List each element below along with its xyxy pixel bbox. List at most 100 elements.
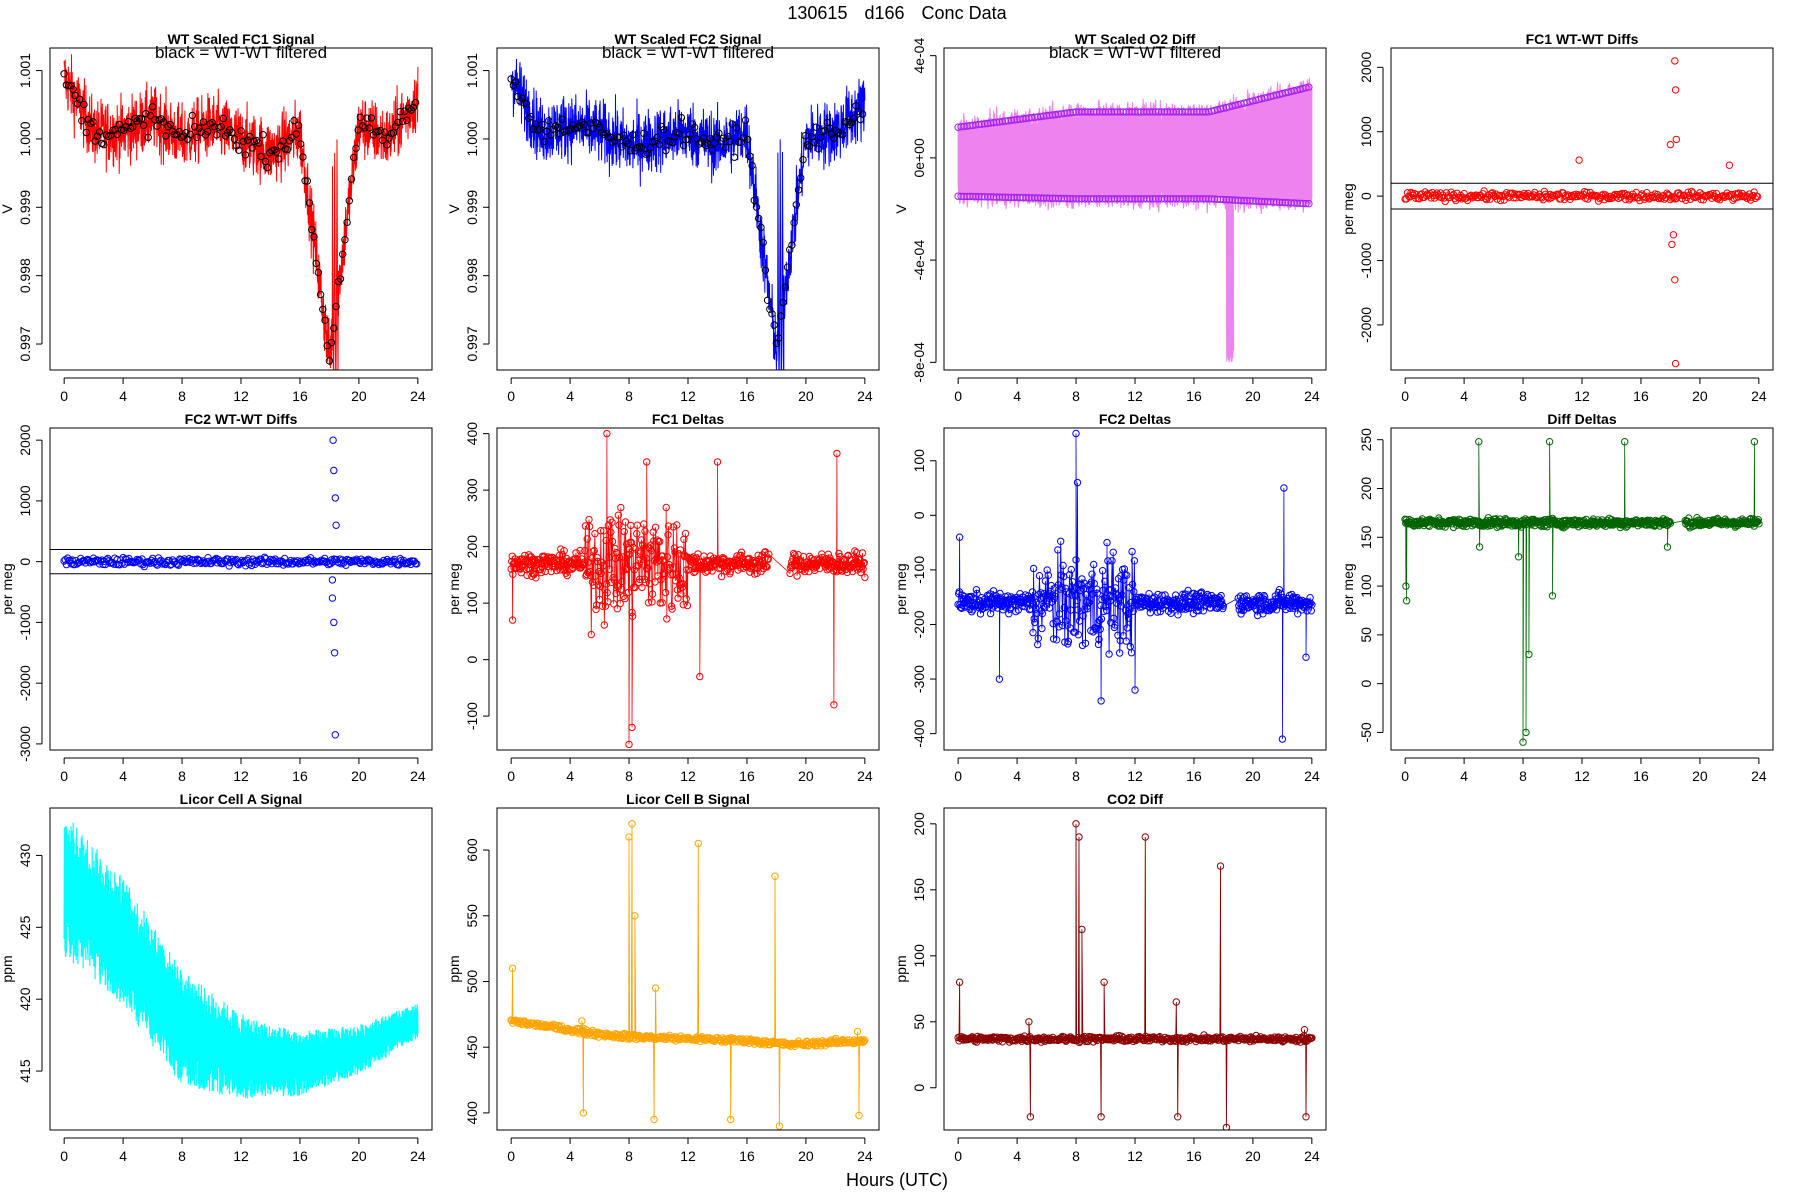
lower-markers-p3-point bbox=[1175, 195, 1183, 203]
series-markers-p7-point bbox=[1199, 607, 1208, 615]
upper-markers-p3-point bbox=[1166, 108, 1175, 116]
series-markers-p6-point bbox=[532, 574, 540, 582]
upper-markers-p3-point bbox=[1193, 108, 1201, 116]
series-markers-p10-point bbox=[579, 1109, 588, 1117]
filtered-markers-p1-point bbox=[398, 117, 407, 126]
series-markers-p6-point bbox=[615, 521, 623, 529]
x-tick-label: 20 bbox=[1245, 388, 1261, 404]
filtered-markers-p1-point bbox=[71, 91, 79, 100]
filtered-markers-p1-point bbox=[389, 129, 398, 137]
upper-markers-p3-point bbox=[1137, 108, 1145, 116]
series-markers-p6-point bbox=[621, 518, 630, 526]
series-markers-p6-point bbox=[524, 564, 532, 573]
lower-markers-p3-point bbox=[1199, 195, 1207, 203]
filtered-markers-p1-point bbox=[352, 144, 360, 153]
scatter-points-p5-point bbox=[331, 494, 339, 502]
y-tick-label: 2000 bbox=[1358, 52, 1374, 83]
series-markers-p10-point bbox=[860, 1037, 868, 1046]
scatter-points-p5-point bbox=[147, 556, 156, 565]
filtered-markers-p2-point bbox=[719, 134, 728, 143]
lower-markers-p3-point bbox=[1146, 195, 1154, 203]
series-markers-p7-point bbox=[1109, 548, 1117, 556]
x-tick-label: 20 bbox=[798, 388, 814, 404]
series-markers-p6-point bbox=[590, 546, 598, 555]
scatter-points-p4-point bbox=[1699, 196, 1708, 204]
series-markers-p6-point bbox=[765, 550, 773, 558]
filtered-markers-p2-point bbox=[522, 100, 531, 108]
series-markers-p7-point bbox=[1030, 615, 1038, 623]
upper-markers-p3-point bbox=[1149, 108, 1157, 116]
series-markers-p11-point bbox=[1097, 1113, 1105, 1121]
series-markers-p7-point bbox=[1056, 585, 1064, 593]
series-markers-p6-point bbox=[556, 566, 564, 574]
series-markers-p7-point bbox=[1101, 577, 1109, 585]
series-markers-p6-point bbox=[662, 503, 670, 512]
series-markers-p7-point bbox=[973, 589, 981, 598]
filtered-markers-p1-point bbox=[261, 157, 269, 166]
filtered-markers-p1-point bbox=[230, 135, 239, 143]
series-markers-p6-point bbox=[663, 553, 672, 561]
series-markers-p7-point bbox=[1106, 592, 1114, 601]
series-markers-p7-point bbox=[1306, 594, 1314, 602]
series-markers-p7-point bbox=[1068, 578, 1077, 586]
series-markers-p6-point bbox=[638, 541, 647, 549]
series-markers-p6-point bbox=[608, 518, 616, 526]
x-tick-label: 0 bbox=[954, 388, 962, 404]
lower-markers-p3-point bbox=[1084, 195, 1092, 203]
filtered-markers-p1-point bbox=[87, 119, 95, 128]
series-markers-p8-point bbox=[1475, 543, 1484, 551]
filtered-markers-p1-point bbox=[217, 123, 225, 131]
series-markers-p7-point bbox=[1051, 592, 1059, 600]
series-markers-p7-point bbox=[1061, 584, 1070, 592]
series-markers-p6-point bbox=[646, 580, 654, 588]
series-markers-p6-point bbox=[763, 563, 771, 571]
filtered-markers-p1-point bbox=[354, 126, 362, 134]
x-tick-label: 12 bbox=[233, 388, 249, 404]
series-markers-p6-point bbox=[603, 429, 611, 438]
filtered-markers-p1-point bbox=[144, 133, 152, 142]
y-tick-label: 0e+00 bbox=[911, 138, 927, 178]
series-markers-p8-point bbox=[1525, 650, 1533, 659]
plot-frame-p8 bbox=[1390, 427, 1774, 751]
filtered-markers-p2-point bbox=[690, 123, 699, 132]
scatter-points-p4-point bbox=[1629, 190, 1637, 198]
x-tick-label: 20 bbox=[1692, 388, 1708, 404]
series-markers-p11-point bbox=[1025, 1018, 1033, 1026]
x-axis-p6: 0 4 8 12 16 20 24 bbox=[507, 757, 873, 784]
x-tick-label: 4 bbox=[119, 768, 127, 784]
series-markers-p6-point bbox=[746, 564, 755, 573]
series-markers-p6-point bbox=[673, 521, 681, 529]
filtered-markers-p1-point bbox=[69, 85, 77, 93]
series-markers-p6-point bbox=[707, 562, 715, 571]
plot-area-p5 bbox=[60, 436, 421, 739]
series-markers-p7-point bbox=[1108, 557, 1116, 565]
x-tick-label: 0 bbox=[60, 768, 68, 784]
series-markers-p6-point bbox=[589, 547, 597, 556]
filtered-markers-p1-point bbox=[213, 131, 221, 139]
lower-markers-p3-point bbox=[1125, 195, 1133, 203]
series-markers-p6-point bbox=[643, 458, 651, 466]
x-tick-label: 8 bbox=[178, 1148, 186, 1164]
filtered-markers-p2-point bbox=[726, 137, 734, 146]
y-axis-p5: -3000 -2000 -1000 0 1000 2000 bbox=[17, 424, 43, 762]
filtered-markers-p2-point bbox=[744, 135, 752, 144]
filtered-markers-p2-point bbox=[724, 132, 732, 141]
series-markers-p7-point bbox=[1277, 590, 1285, 598]
x-tick-label: 24 bbox=[410, 768, 426, 784]
filtered-markers-p1-point bbox=[372, 128, 380, 136]
plot-area-p9 bbox=[63, 822, 419, 1099]
plot-frame-p7 bbox=[943, 427, 1327, 751]
series-line-p9 bbox=[63, 822, 419, 1099]
series-markers-p7-point bbox=[1093, 589, 1102, 597]
series-markers-p7-point bbox=[1088, 590, 1097, 598]
series-markers-p7-point bbox=[1073, 596, 1081, 604]
scatter-points-p5-point bbox=[322, 558, 330, 567]
x-tick-label: 8 bbox=[178, 768, 186, 784]
upper-markers-p3-point bbox=[1119, 108, 1127, 116]
filtered-markers-p1-point bbox=[115, 120, 124, 129]
upper-markers-p3-point bbox=[1107, 108, 1116, 116]
y-tick-label: 0 bbox=[911, 511, 927, 519]
filtered-markers-p1-point bbox=[336, 275, 345, 283]
y-tick-label: -300 bbox=[911, 665, 927, 693]
filtered-markers-p2-point bbox=[779, 298, 787, 307]
